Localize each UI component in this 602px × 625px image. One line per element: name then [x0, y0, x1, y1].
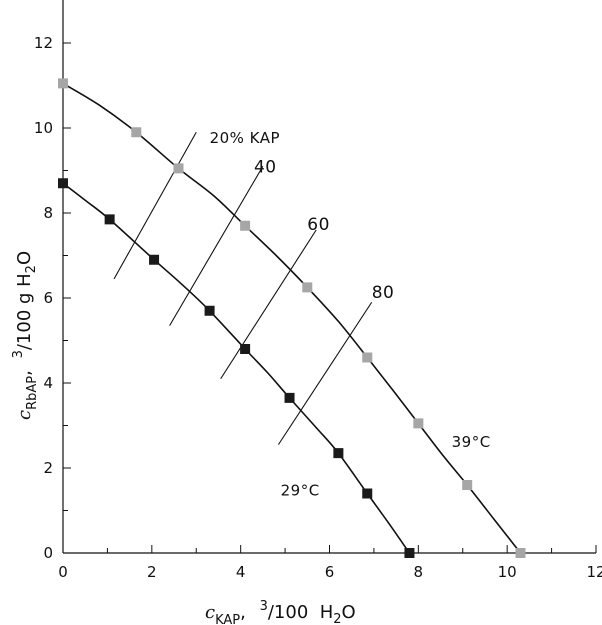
data-point-29C [58, 178, 68, 189]
data-point-39C [362, 352, 373, 363]
data-point-39C [515, 548, 526, 558]
data-point-29C [333, 448, 344, 459]
annotation-label: 29°C [281, 482, 320, 500]
x-tick-label: 4 [236, 563, 246, 581]
axes: 0 2 4 6 8 10 12 0 2 4 6 8 10 12 [34, 0, 602, 581]
data-point-39C [58, 78, 68, 89]
data-point-29C [240, 344, 251, 354]
annotations: 20% KAP 40 60 80 39°C 29°C [210, 129, 491, 500]
annotation-label: 20% KAP [210, 129, 281, 147]
data-point-29C [284, 392, 295, 403]
composition-lines [113, 131, 373, 445]
composition-line-60 [220, 229, 317, 380]
y-tick-label: 10 [34, 119, 53, 137]
y-tick-label: 0 [43, 544, 53, 562]
y-tick-label: 4 [43, 374, 53, 392]
composition-line-80 [277, 301, 373, 445]
series-line-29C [62, 182, 411, 554]
x-tick-label: 12 [586, 563, 602, 581]
x-tick-label: 6 [325, 563, 335, 581]
data-point-29C [104, 214, 115, 225]
y-tick-label: 12 [34, 34, 53, 52]
data-point-29C [362, 488, 373, 499]
data-point-39C [131, 127, 142, 138]
x-tick-label: 2 [147, 563, 157, 581]
data-point-39C [240, 220, 251, 231]
data-point-39C [462, 480, 473, 490]
y-tick-label: 6 [43, 289, 53, 307]
composition-line-40 [169, 165, 264, 326]
data-point-29C [149, 254, 160, 265]
annotation-label: 80 [372, 283, 395, 303]
annotation-label: 60 [307, 215, 330, 235]
y-tick-label: 2 [43, 459, 53, 477]
x-tick-label: 8 [414, 563, 424, 581]
data-point-29C [404, 548, 415, 558]
series-line-39C [62, 82, 522, 554]
data-markers [58, 78, 526, 558]
annotation-label: 39°C [452, 433, 491, 451]
data-point-29C [204, 305, 215, 316]
annotation-label: 40 [254, 158, 277, 178]
y-axis-label: cRbAP, 3/100 g H2O [11, 251, 40, 420]
x-tick-label: 10 [498, 563, 517, 581]
data-point-39C [413, 418, 424, 429]
data-point-39C [302, 282, 313, 293]
y-tick-label: 8 [43, 204, 53, 222]
data-point-39C [173, 163, 184, 174]
composition-line-20 [113, 131, 197, 280]
x-tick-label: 0 [58, 563, 68, 581]
x-axis-label: cKAP, 3/100 H2O [205, 599, 356, 625]
